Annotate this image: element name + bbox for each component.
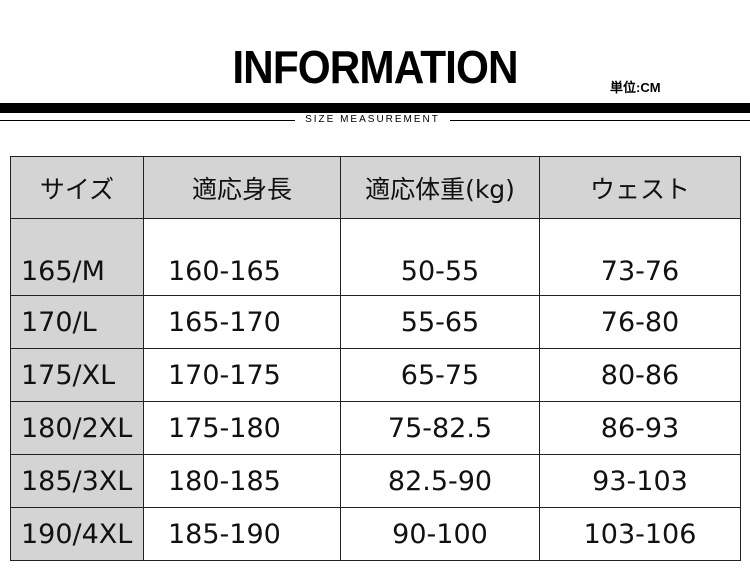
table-cell: 103-106	[539, 507, 741, 561]
table-cell: 165-170	[143, 295, 341, 349]
table-cell: 86-93	[539, 401, 741, 455]
header-cell: ウェスト	[539, 156, 741, 219]
table-cell: 190/4XL	[10, 507, 144, 561]
divider-line	[450, 120, 750, 121]
unit-label: 単位:CM	[610, 80, 661, 95]
table-row: 185/3XL 180-185 82.5-90 93-103	[10, 454, 741, 508]
table-cell: 180-185	[143, 454, 341, 508]
table-cell: 73-76	[539, 218, 741, 296]
table-row: 165/M 160-165 50-55 73-76	[10, 218, 741, 296]
table-cell: 160-165	[143, 218, 341, 296]
table-cell: 93-103	[539, 454, 741, 508]
table-cell: 50-55	[340, 218, 540, 296]
table-header-row: サイズ 適応身長 適応体重(kg) ウェスト	[10, 156, 741, 219]
table-cell: 165/M	[10, 218, 144, 296]
table-cell: 65-75	[340, 348, 540, 402]
size-table: サイズ 適応身長 適応体重(kg) ウェスト 165/M 160-165 50-55…	[10, 156, 741, 561]
header-cell: サイズ	[10, 156, 144, 219]
table-cell: 175-180	[143, 401, 341, 455]
table-cell: 82.5-90	[340, 454, 540, 508]
table-cell: 175/XL	[10, 348, 144, 402]
table-cell: 180/2XL	[10, 401, 144, 455]
table-row: 175/XL 170-175 65-75 80-86	[10, 348, 741, 402]
table-cell: 170/L	[10, 295, 144, 349]
table-cell: 170-175	[143, 348, 341, 402]
header-cell: 適応体重(kg)	[340, 156, 540, 219]
table-cell: 185-190	[143, 507, 341, 561]
table-cell: 75-82.5	[340, 401, 540, 455]
table-cell: 55-65	[340, 295, 540, 349]
table-row: 190/4XL 185-190 90-100 103-106	[10, 507, 741, 561]
table-cell: 80-86	[539, 348, 741, 402]
subtitle: SIZE MEASUREMENT	[305, 114, 440, 125]
table-cell: 76-80	[539, 295, 741, 349]
table-cell: 90-100	[340, 507, 540, 561]
table-row: 180/2XL 175-180 75-82.5 86-93	[10, 401, 741, 455]
header-cell: 適応身長	[143, 156, 341, 219]
page-title: INFORMATION	[232, 41, 518, 93]
divider-bar	[0, 103, 750, 113]
table-cell: 185/3XL	[10, 454, 144, 508]
table-row: 170/L 165-170 55-65 76-80	[10, 295, 741, 349]
divider-line	[0, 120, 295, 121]
